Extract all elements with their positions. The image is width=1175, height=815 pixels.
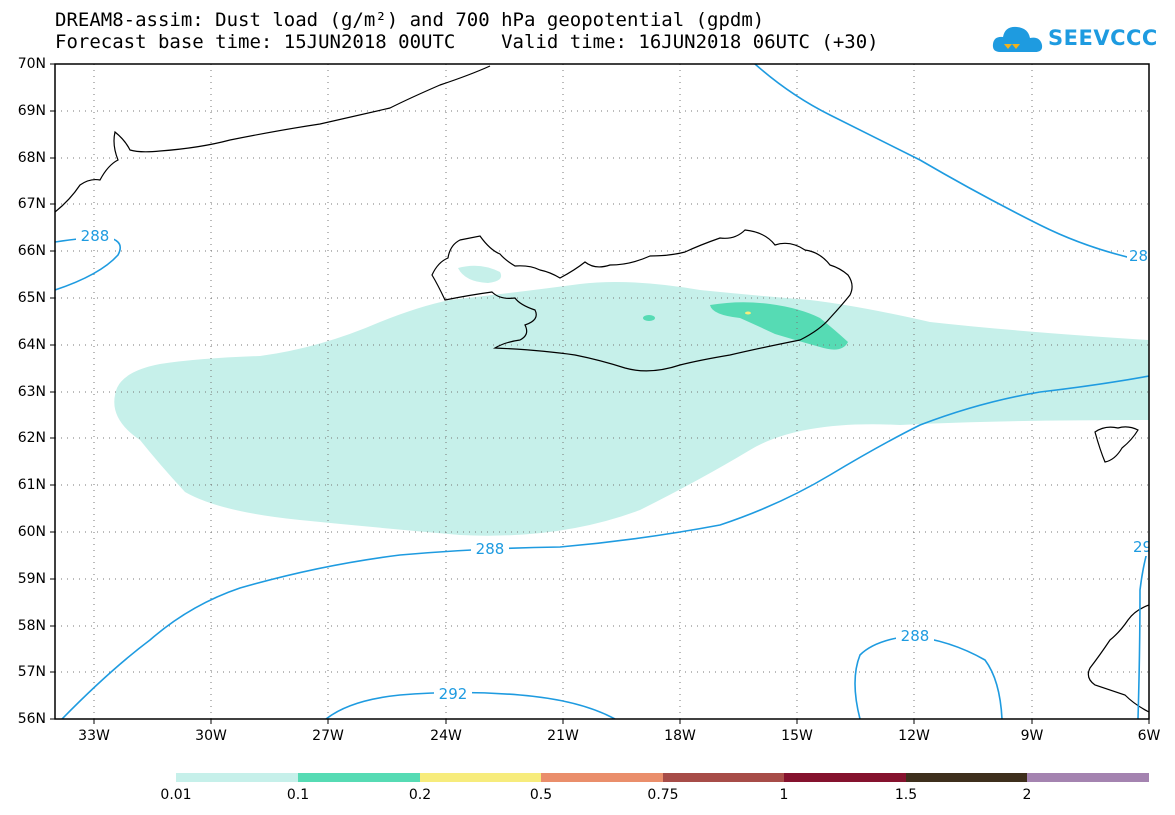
- contour-288-west: [55, 236, 121, 291]
- contour-288-east: [1137, 544, 1149, 719]
- lat-label: 68N: [17, 150, 46, 166]
- lat-label: 59N: [17, 571, 46, 587]
- colorbar-label: 0.75: [647, 787, 679, 803]
- lon-label: 24W: [430, 728, 462, 744]
- contour-label: 29: [1133, 538, 1152, 556]
- cloud-icon: [992, 26, 1043, 52]
- colorbar-label: 1: [779, 787, 789, 803]
- lat-label: 62N: [17, 430, 46, 446]
- contour-label: 288: [901, 627, 930, 645]
- logo-text: SEEVCCC: [1048, 26, 1158, 50]
- lat-label: 58N: [17, 618, 46, 634]
- contour-288-main: [61, 375, 1149, 719]
- colorbar: [176, 773, 1149, 782]
- lon-label: 12W: [898, 728, 930, 744]
- colorbar-label: 0.2: [408, 787, 432, 803]
- contour-288-northeast: [754, 64, 1149, 263]
- lat-label: 66N: [17, 243, 46, 259]
- lat-label: 65N: [17, 290, 46, 306]
- iceland-coast: [431, 229, 853, 372]
- contour-288-southeast: [854, 635, 1003, 719]
- colorbar-label: 2: [1022, 787, 1032, 803]
- forecast-times: Forecast base time: 15JUN2018 00UTC Vali…: [55, 31, 879, 53]
- lon-label: 21W: [547, 728, 579, 744]
- lon-label: 27W: [312, 728, 344, 744]
- dust-speck-yellow: [745, 311, 751, 315]
- lat-label: 63N: [17, 384, 46, 400]
- lat-label: 67N: [17, 196, 46, 212]
- colorbar-label: 0.5: [529, 787, 553, 803]
- contour-label: 292: [439, 685, 468, 703]
- lat-label: 64N: [17, 337, 46, 353]
- colorbar-label: 0.1: [286, 787, 310, 803]
- scotland-coast: [1087, 604, 1149, 713]
- colorbar-label: 0.01: [160, 787, 192, 803]
- dust-patch-northwest: [458, 265, 502, 283]
- map-title: DREAM8-assim: Dust load (g/m²) and 700 h…: [55, 9, 765, 31]
- lon-label: 9W: [1020, 728, 1044, 744]
- lat-label: 60N: [17, 524, 46, 540]
- contour-label: 288: [476, 540, 505, 558]
- faroe-islands: [1094, 426, 1139, 463]
- lon-label: 15W: [781, 728, 813, 744]
- contour-label: 28: [1129, 247, 1148, 265]
- lat-label: 69N: [17, 103, 46, 119]
- lon-label: 33W: [78, 728, 110, 744]
- greenland-coast: [55, 65, 491, 213]
- dust-region-low: [114, 282, 1149, 536]
- lat-label: 61N: [17, 477, 46, 493]
- dust-region-mid: [710, 302, 848, 350]
- dust-speck: [643, 315, 655, 321]
- contour-label: 288: [81, 227, 110, 245]
- lon-label: 18W: [664, 728, 696, 744]
- lat-label: 56N: [17, 711, 46, 727]
- lon-label: 30W: [195, 728, 227, 744]
- seevccc-logo: SEEVCCC: [990, 20, 1157, 60]
- lon-label: 6W: [1137, 728, 1161, 744]
- lat-label: 70N: [17, 56, 46, 72]
- lat-label: 57N: [17, 664, 46, 680]
- colorbar-label: 1.5: [894, 787, 918, 803]
